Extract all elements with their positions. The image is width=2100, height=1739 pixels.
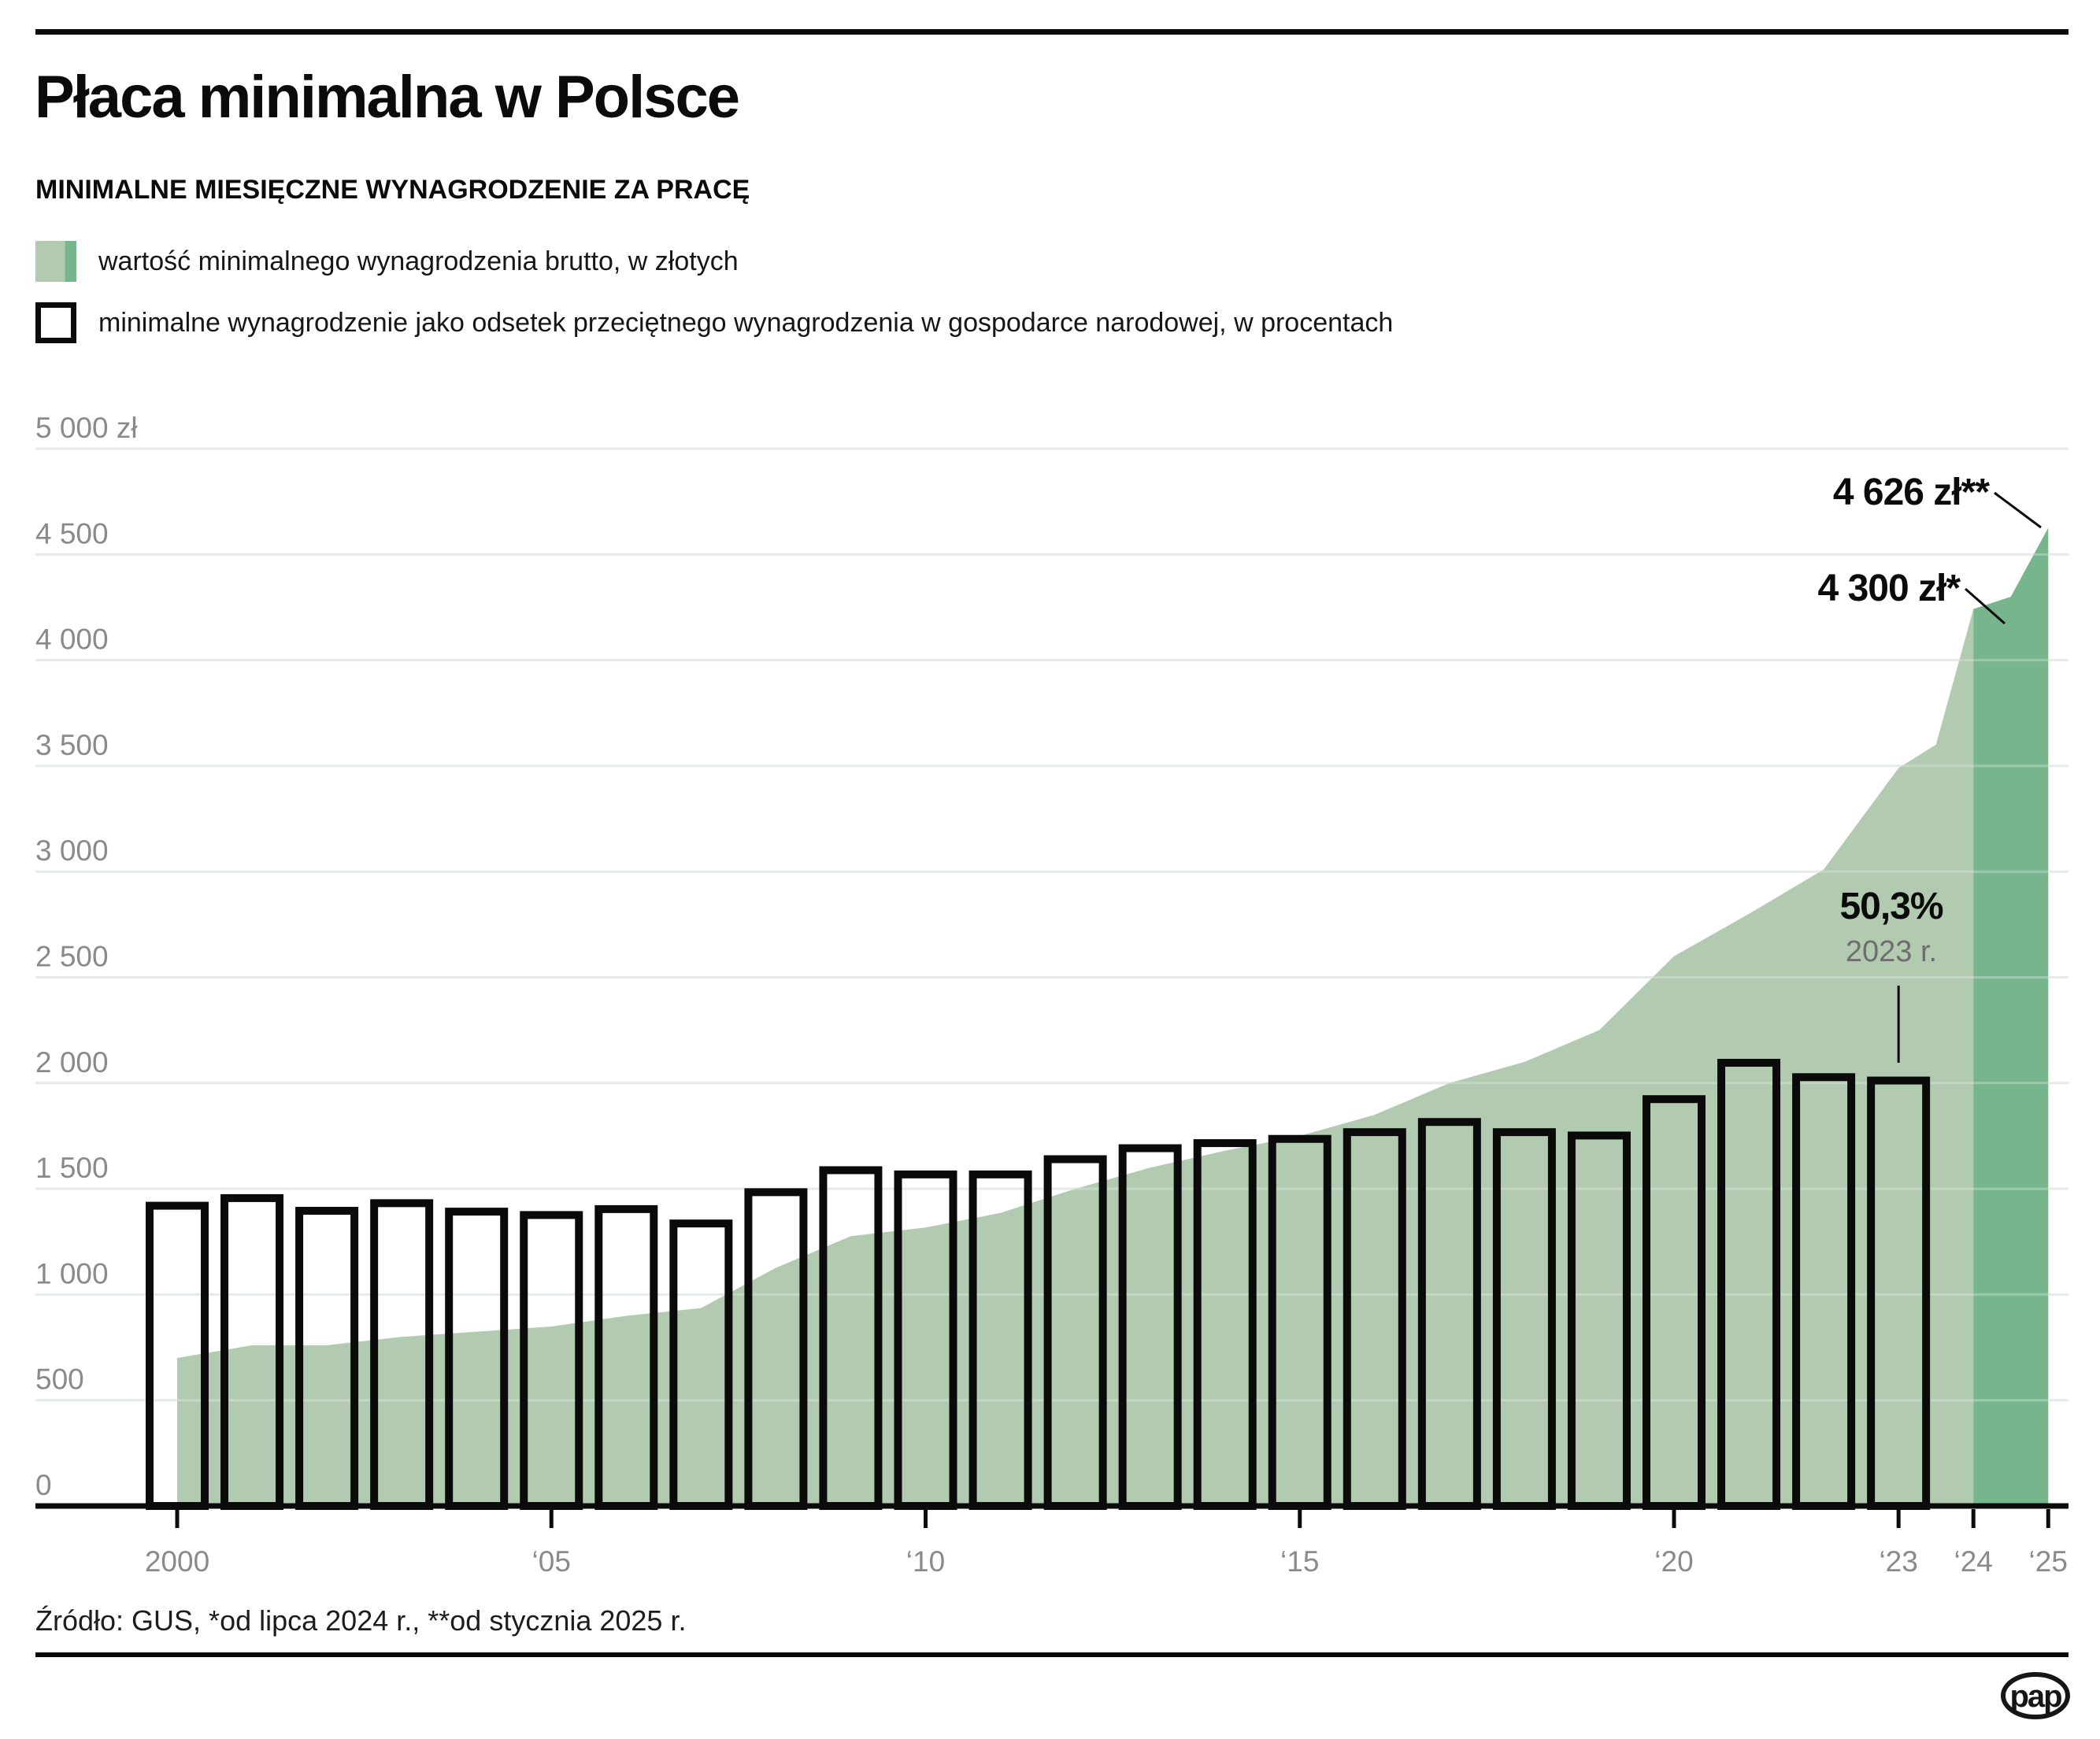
x-tick-label: 2000 [145,1545,209,1578]
x-tick-label: ‘15 [1280,1545,1319,1578]
y-tick-label: 5 000 zł [35,412,138,444]
pap-logo: pap [2001,1672,2070,1719]
y-tick-label: 0 [35,1469,52,1501]
bar-swatch-icon [35,302,76,343]
legend-label-bar: minimalne wynagrodzenie jako odsetek prz… [98,307,1394,338]
y-tick-label: 4 000 [35,623,109,656]
page-title: Płaca minimalna w Polsce [35,64,740,131]
pap-logo-text: pap [2009,1679,2061,1714]
y-tick-label: 3 500 [35,729,109,761]
y-tick-label: 2 500 [35,941,109,973]
x-tick-label: ‘05 [532,1545,571,1578]
x-tick-label: ‘25 [2029,1545,2068,1578]
top-rule [35,29,2069,35]
annotation-4300: 4 300 zł* [1817,568,1961,609]
x-tick-label: ‘23 [1879,1545,1917,1578]
page-subtitle: MINIMALNE MIESIĘCZNE WYNAGRODZENIE ZA PR… [35,175,750,205]
legend: wartość minimalnego wynagrodzenia brutto… [35,241,1393,364]
source-note: Źródło: GUS, *od lipca 2024 r., **od sty… [35,1604,687,1637]
annotation-4626: 4 626 zł** [1832,472,1990,513]
annotation-percent-2023: 50,3% [1839,886,1943,927]
legend-item-bar: minimalne wynagrodzenie jako odsetek prz… [35,302,1393,343]
minimum-wage-area-2024-2025 [1973,527,2049,1506]
y-tick-label: 1 500 [35,1152,109,1184]
x-tick-label: ‘10 [906,1545,945,1578]
y-tick-label: 500 [35,1363,84,1396]
y-tick-label: 4 500 [35,517,109,549]
annotation-percent-2023-year: 2023 r. [1845,935,1938,968]
x-tick-label: ‘20 [1654,1545,1693,1578]
x-tick-label: ‘24 [1954,1545,1993,1578]
leader-line-4626 [1994,491,2042,529]
area-swatch-icon [35,241,76,282]
legend-item-area: wartość minimalnego wynagrodzenia brutto… [35,241,1393,282]
y-tick-label: 2 000 [35,1046,109,1079]
bottom-rule [35,1652,2069,1657]
leader-line-4300 [1965,587,2006,625]
y-tick-label: 1 000 [35,1257,109,1289]
y-tick-label: 3 000 [35,834,109,867]
legend-label-area: wartość minimalnego wynagrodzenia brutto… [98,246,739,276]
minimum-wage-area [177,609,1974,1506]
pap-logo-ellipse [2001,1672,2070,1719]
